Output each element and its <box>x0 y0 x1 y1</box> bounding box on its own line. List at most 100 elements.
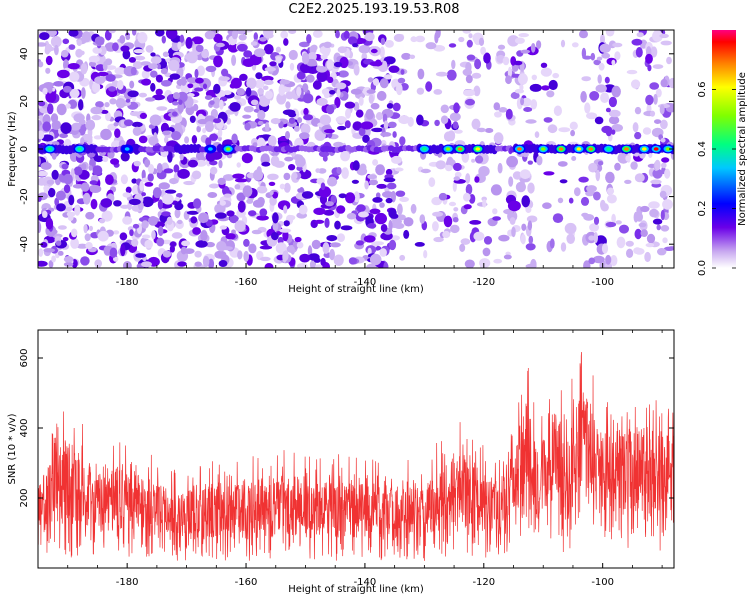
spectrogram-blob <box>345 192 356 204</box>
spectrogram-blob <box>312 80 322 90</box>
spectrogram-blob <box>38 248 44 257</box>
spectrogram-blob <box>492 208 498 215</box>
signal-core-inner <box>540 147 546 151</box>
spectrogram-blob <box>634 248 645 255</box>
spectrogram-blob <box>388 239 397 251</box>
spectrogram-blob <box>307 51 317 62</box>
spectrogram-blob <box>337 46 347 54</box>
spectrogram-blob <box>384 40 394 48</box>
spectrogram-blob <box>483 236 493 245</box>
spectrogram-blob <box>514 37 525 44</box>
spectrogram-blob <box>141 196 154 208</box>
spectrogram-blob <box>134 55 146 61</box>
spectrogram-blob <box>337 70 349 78</box>
spectrogram-blob <box>38 221 42 233</box>
spectrogram-blob <box>209 100 215 105</box>
spectrogram-blob <box>252 199 265 208</box>
spectrogram-blob <box>580 196 590 206</box>
spectrogram-blob <box>360 121 374 130</box>
spectrogram-blob <box>297 263 308 268</box>
spectrogram-blob <box>169 245 175 253</box>
spectrogram-blob <box>231 133 238 144</box>
spectrogram-blob <box>301 191 314 199</box>
spectrogram-blob <box>352 43 359 48</box>
spectrogram-blob <box>222 174 235 181</box>
spectrogram-blob <box>391 155 402 164</box>
spectrogram-blob <box>155 30 165 37</box>
spectrogram-blob <box>272 191 279 199</box>
spectrogram-blob <box>283 182 291 193</box>
spectrogram-blob <box>191 170 202 180</box>
spectrogram-blob <box>605 254 612 265</box>
spectrogram-blob <box>645 94 654 106</box>
x-tick-label: -140 <box>354 277 377 288</box>
spectrogram-blob <box>290 246 295 255</box>
spectrogram-blob <box>536 155 543 166</box>
spectrogram-blob <box>122 192 131 198</box>
spectrogram-blob <box>385 197 393 204</box>
spectrogram-blob <box>323 90 330 99</box>
spectrogram-blob <box>259 208 268 217</box>
spectrogram-blob <box>298 204 308 215</box>
spectrogram-blob <box>217 177 226 185</box>
spectrogram-blob <box>482 247 491 257</box>
spectrogram-blob <box>110 158 120 165</box>
spectrogram-blob <box>668 77 674 89</box>
spectrogram-blob <box>101 210 113 222</box>
spectrogram-blob <box>483 52 491 64</box>
spectrogram-blob <box>246 198 254 204</box>
spectrogram-blob <box>242 58 255 67</box>
spectrogram-blob <box>43 248 56 253</box>
spectrogram-blob <box>177 168 190 179</box>
snr-frame <box>37 329 675 569</box>
spectrogram-blob <box>334 220 341 230</box>
spectrogram-blob <box>316 97 328 106</box>
spectrogram-blob <box>76 243 89 249</box>
spectrogram-blob <box>295 156 306 168</box>
spectrogram-blob <box>88 55 100 63</box>
signal-core-inner <box>47 147 53 151</box>
spectrogram-blob <box>205 137 212 147</box>
spectrogram-blob <box>336 205 346 214</box>
spectrogram-blob <box>257 120 264 126</box>
spectrogram-blob <box>94 76 106 84</box>
spectrogram-blob <box>100 198 113 208</box>
spectrogram-blob <box>156 237 165 247</box>
y-tick-label: -40 <box>19 236 30 252</box>
spectrogram-blob <box>355 109 364 118</box>
spectrogram-blob <box>589 223 600 232</box>
chart-title: C2E2.2025.193.19.53.R08 <box>288 2 459 17</box>
spectrogram-blob <box>185 37 193 49</box>
spectrogram-blob <box>642 127 652 135</box>
spectrogram-blob <box>219 99 224 110</box>
spectrogram-blob <box>225 233 236 240</box>
spectrogram-blob <box>644 251 651 263</box>
spectrogram-blob <box>416 87 425 95</box>
spectrogram-blob <box>184 136 190 144</box>
x-tick-label: -180 <box>116 577 139 588</box>
spectrogram-blob <box>218 260 228 267</box>
spectrogram-blob <box>173 164 180 174</box>
spectrogram-blob <box>401 52 411 60</box>
spectrogram-blob <box>129 111 141 117</box>
spectrogram-blob <box>251 229 262 235</box>
spectrogram-blob <box>81 31 91 43</box>
spectrogram-blob <box>416 114 424 126</box>
spectrogram-blob <box>326 104 335 115</box>
spectrogram-blob <box>640 229 648 238</box>
spectrogram-blob <box>432 221 439 232</box>
spectrogram-blob <box>202 255 210 268</box>
spectrogram-blob <box>161 35 166 44</box>
spectrogram-blob <box>180 76 187 86</box>
spectrogram-blob <box>144 239 153 249</box>
spectrogram-blob <box>264 66 276 72</box>
spectrogram-blob <box>299 132 310 140</box>
spectrogram-blob <box>323 41 332 48</box>
spectrogram-blob <box>163 168 174 174</box>
spectrogram-blob <box>498 107 508 113</box>
spectrogram-blob <box>131 238 139 247</box>
spectrogram-blob <box>120 244 126 257</box>
spectrogram-blob <box>265 90 273 100</box>
spectrogram-blob <box>336 233 345 243</box>
spectrogram-blob <box>608 116 620 125</box>
